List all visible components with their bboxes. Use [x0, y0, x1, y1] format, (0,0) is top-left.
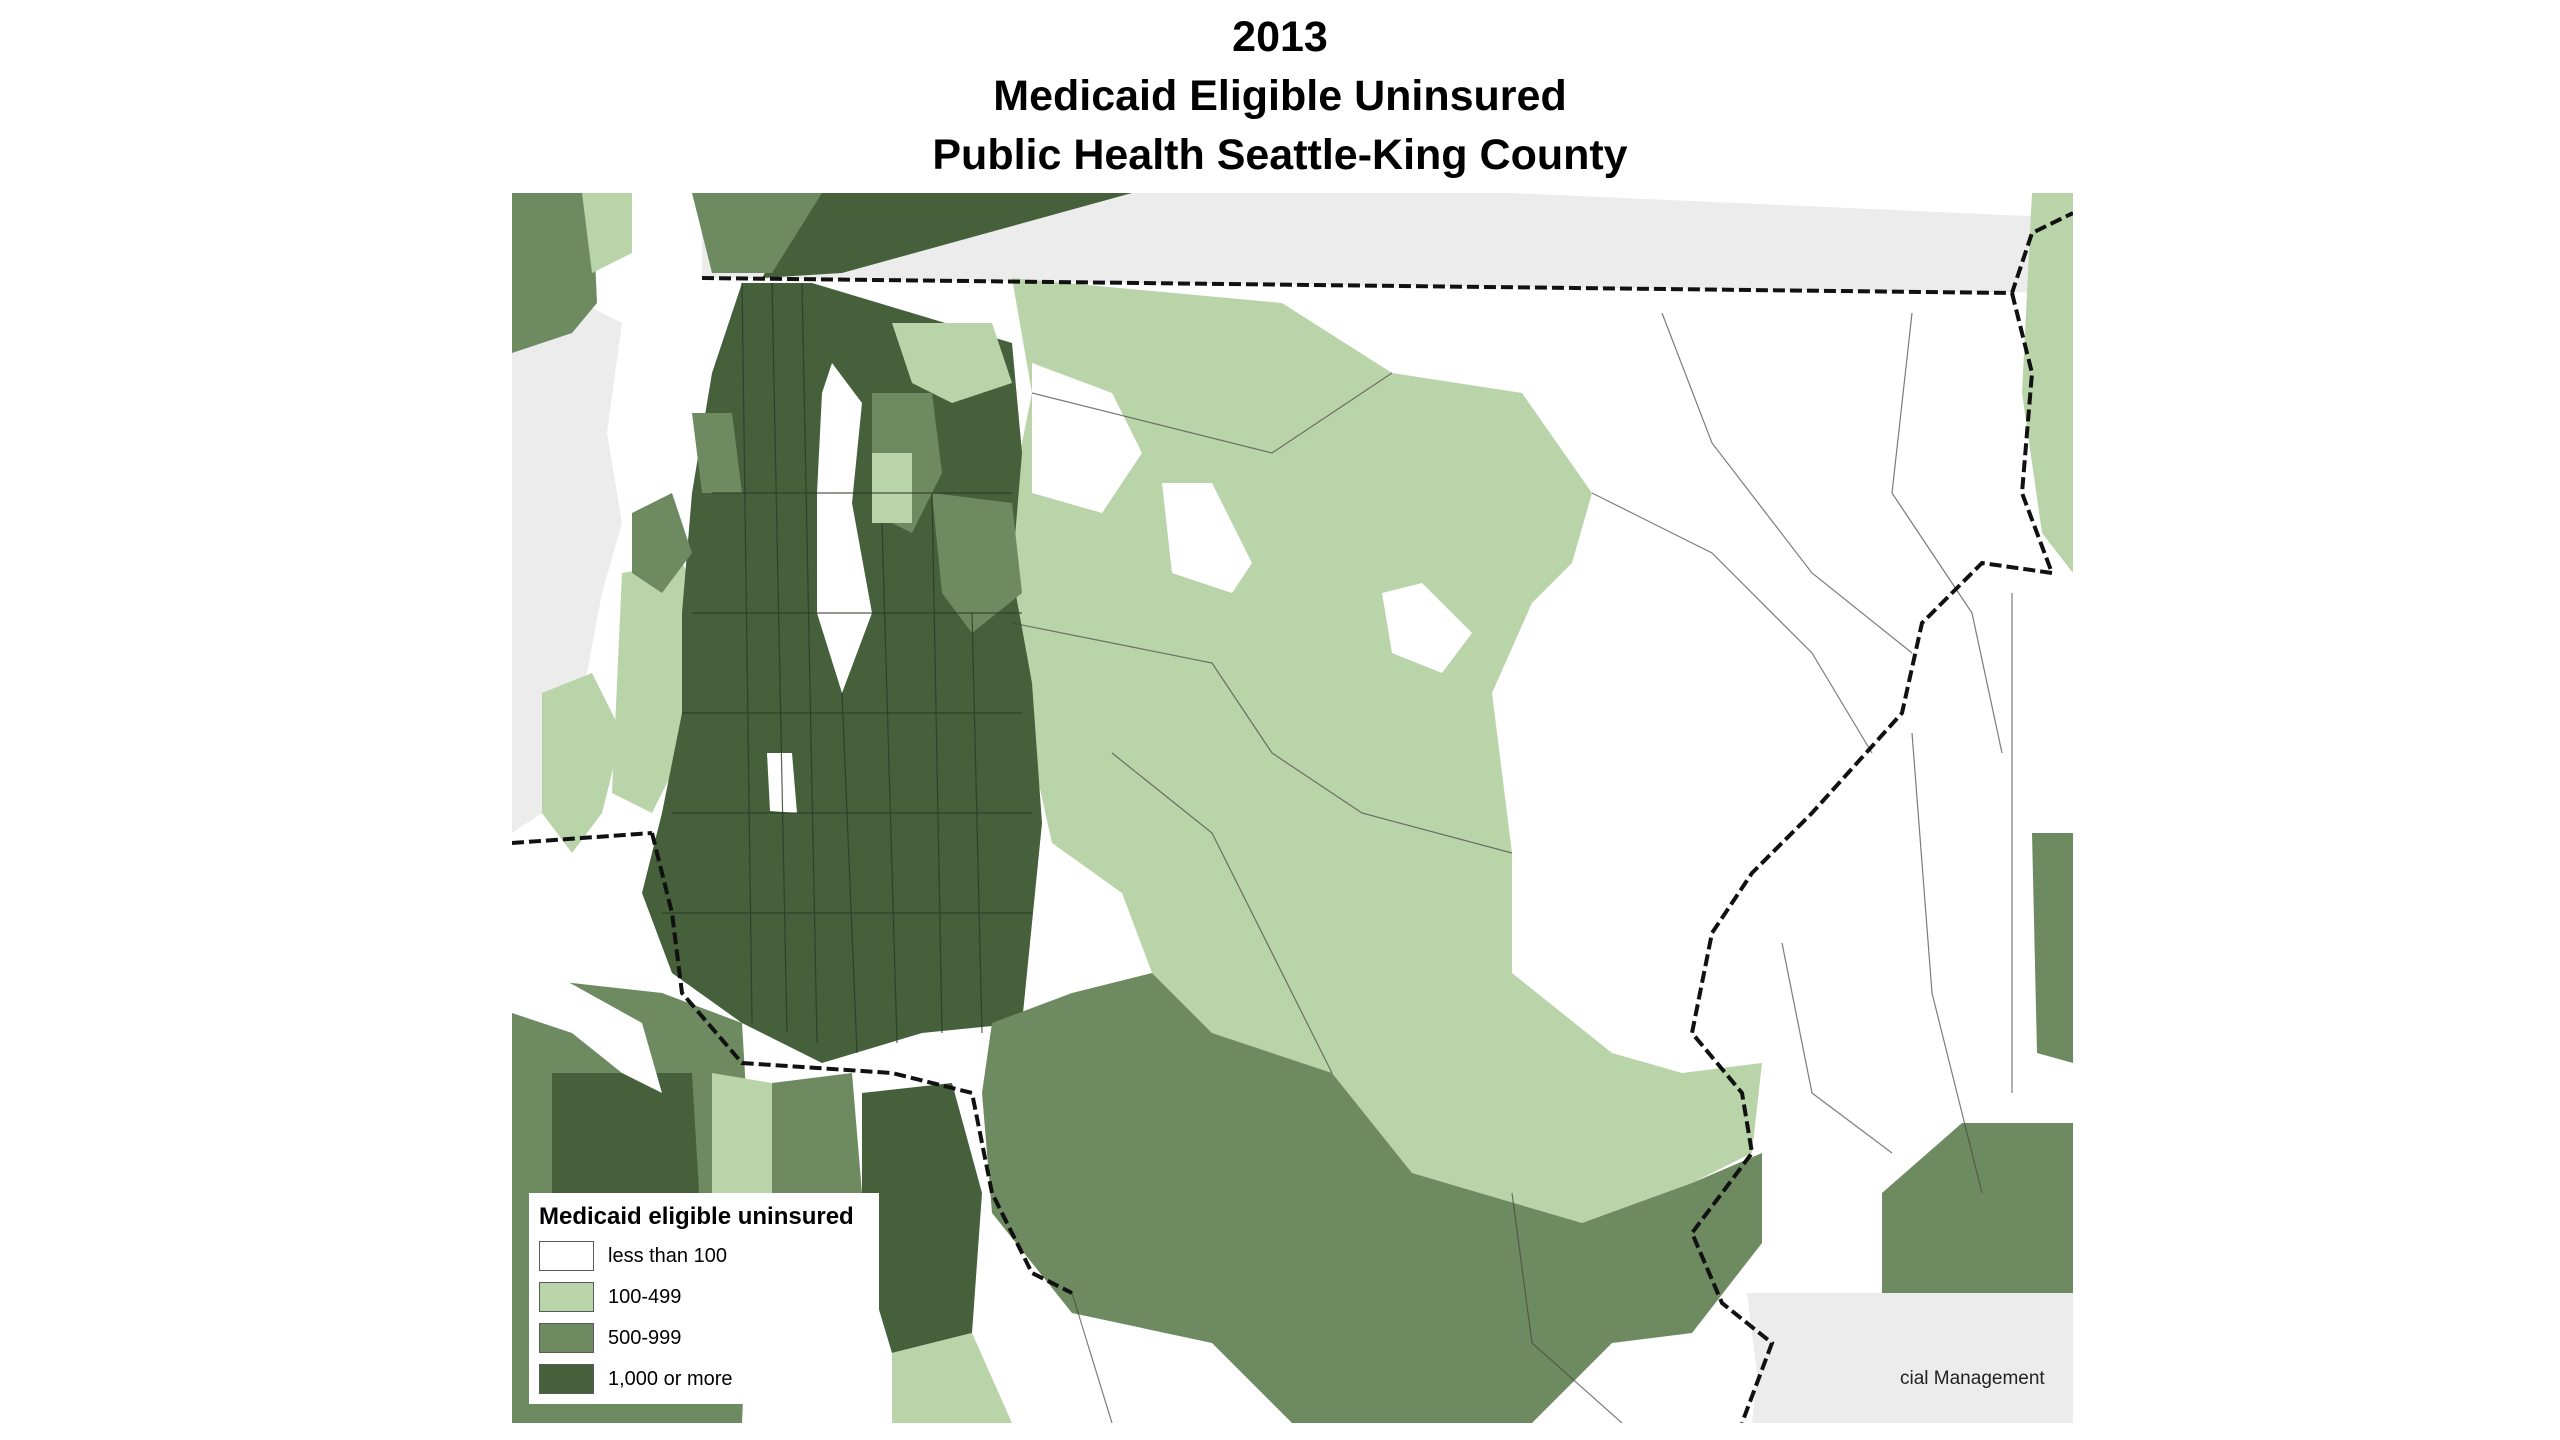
region-west-medium-2: [632, 493, 692, 593]
map-svg: [512, 193, 2073, 1423]
region-island-light: [542, 673, 622, 853]
legend-label: less than 100: [608, 1245, 727, 1267]
region-outside-west: [512, 303, 622, 833]
legend-swatch-medium-green: [539, 1323, 594, 1353]
region-east-medium-2: [932, 493, 1022, 633]
legend-swatch-light-green: [539, 1282, 594, 1312]
region-west-medium: [692, 413, 742, 493]
title-organization: Public Health Seattle-King County: [932, 131, 1628, 179]
region-hole-2: [1162, 483, 1252, 593]
region-south-light-2: [892, 1333, 1012, 1423]
region-se-medium: [1882, 1123, 2073, 1293]
region-light-patch-2: [872, 453, 912, 523]
title-subject: Medicaid Eligible Uninsured: [993, 72, 1567, 120]
region-outside-north: [702, 193, 2073, 293]
region-northeast-light-patch: [892, 323, 1012, 403]
tract-lines: [662, 282, 1032, 1054]
map-legend: Medicaid eligible uninsured less than 10…: [529, 1193, 879, 1404]
region-north-medium: [692, 193, 822, 273]
map-credit: cial Management: [1900, 1368, 2045, 1389]
region-south-dark-2: [862, 1083, 982, 1353]
legend-item-1000-or-more: 1,000 or more: [539, 1364, 869, 1396]
map-title: 2013 Medicaid Eligible Uninsured Public …: [0, 8, 2560, 185]
region-south-medium: [982, 973, 1762, 1423]
legend-label: 500-999: [608, 1327, 682, 1349]
region-ne-light: [2022, 193, 2073, 573]
region-nw-strip: [512, 193, 597, 353]
region-north-dark: [762, 193, 1132, 278]
region-outside-southeast: [1747, 1293, 2073, 1423]
legend-item-less-than-100: less than 100: [539, 1241, 869, 1273]
legend-item-100-499: 100-499: [539, 1282, 869, 1314]
legend-label: 1,000 or more: [608, 1368, 733, 1390]
lake-washington: [817, 363, 872, 693]
water-channel: [512, 963, 662, 1093]
legend-title: Medicaid eligible uninsured: [539, 1203, 854, 1230]
region-east-medium: [2032, 833, 2073, 1063]
district-lines: [1011, 312, 2013, 1423]
choropleth-map: [512, 193, 2073, 1423]
legend-item-500-999: 500-999: [539, 1323, 869, 1355]
title-year: 2013: [1232, 13, 1328, 61]
region-hole-3: [1382, 583, 1472, 673]
legend-swatch-white: [539, 1241, 594, 1271]
county-boundary: [512, 211, 2073, 1423]
region-hole-1: [1032, 363, 1142, 513]
region-nw-light: [582, 193, 632, 273]
legend-swatch-dark-green: [539, 1364, 594, 1394]
legend-label: 100-499: [608, 1286, 682, 1308]
